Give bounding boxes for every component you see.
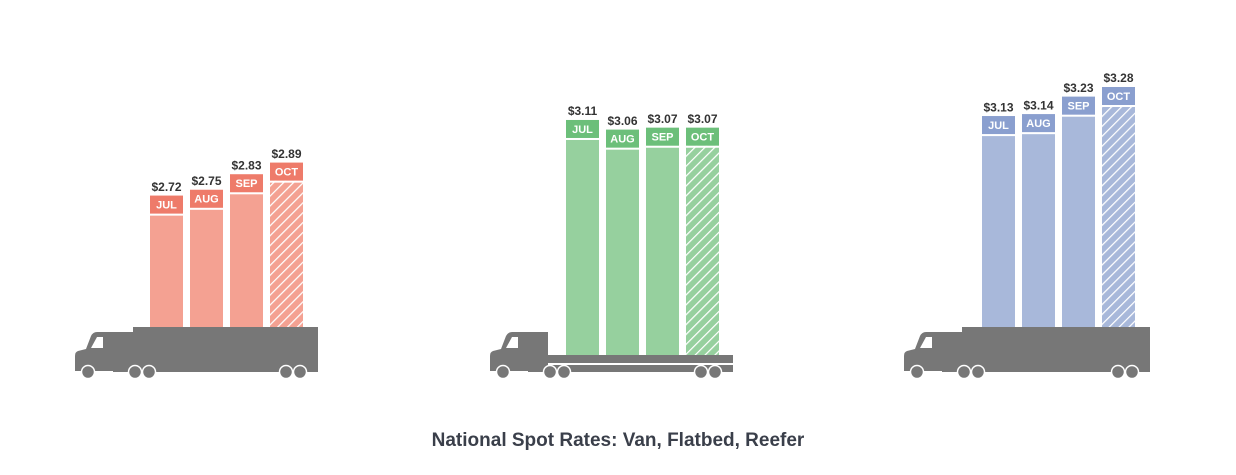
truck-wheel [80,364,96,380]
value-label: $2.72 [151,180,181,194]
month-label-box [982,116,1015,135]
truck-wheel [909,364,925,380]
bar [190,189,223,327]
truck-chassis [528,365,733,372]
truck-wheel [970,364,986,380]
month-label-box [270,162,303,181]
month-label-box [686,127,719,146]
label-divider [230,192,263,195]
month-label: OCT [1107,91,1131,103]
label-divider [1062,114,1095,117]
month-label-box [1022,114,1055,133]
truck-deck [548,355,733,363]
truck-wheel [693,364,709,380]
label-divider [1022,132,1055,135]
truck-wheel [141,364,157,380]
value-label: $2.89 [271,147,301,161]
month-label: JUL [156,200,177,212]
label-divider [686,145,719,148]
value-label: $2.75 [191,174,221,188]
bar [982,116,1015,327]
month-label-box [606,129,639,148]
truck-window [91,337,103,348]
truck-wheel [1124,364,1140,380]
label-divider [566,137,599,140]
month-label: JUL [572,124,593,136]
truck-wheel [292,364,308,380]
title: National Spot Rates: Van, Flatbed, Reefe… [432,430,805,451]
bar [150,195,183,327]
truck-wheel [127,364,143,380]
truck-wheel [707,364,723,380]
value-label: $3.13 [983,100,1013,114]
truck-window [920,337,932,348]
bar-hatch [1102,105,1135,327]
truck-trailer [133,327,318,367]
truck-cab [75,332,133,371]
month-label: OCT [691,132,715,144]
bar-hatch [270,180,303,327]
value-label: $3.07 [647,112,677,126]
truck-window [506,337,518,348]
truck-wheel [278,364,294,380]
month-label-box [1062,96,1095,115]
bar [646,127,679,356]
month-label-box [646,127,679,146]
month-label: AUG [194,194,218,206]
truck-wheel [495,364,511,380]
label-divider [982,134,1015,137]
month-label: AUG [610,134,634,146]
month-label: OCT [275,167,299,179]
month-label-box [150,195,183,214]
label-divider [270,180,303,183]
month-label-box [230,174,263,193]
value-label: $3.28 [1103,71,1133,85]
value-label: $3.23 [1063,81,1093,95]
month-label: JUL [988,120,1009,132]
month-label: SEP [1067,101,1089,113]
value-label: $3.14 [1023,98,1053,112]
truck-chassis [113,365,318,372]
bar-hatch [686,145,719,355]
value-label: $3.07 [687,112,717,126]
month-label-box [1102,87,1135,105]
value-label: $3.06 [607,114,637,128]
truck-chassis [942,365,1150,372]
bar [606,129,639,355]
month-label: SEP [235,178,257,190]
truck-cab [490,332,548,371]
label-divider [150,213,183,216]
label-divider [190,207,223,210]
label-divider [1102,105,1135,107]
label-divider [606,147,639,150]
truck-wheel [542,364,558,380]
bar [566,119,599,355]
month-label-box [190,189,223,208]
label-divider [646,145,679,148]
truck-wheel [1110,364,1126,380]
month-label-box [566,119,599,138]
truck-trailer [962,327,1150,367]
value-label: $3.11 [568,104,598,118]
month-label: SEP [651,132,673,144]
bar [1062,96,1095,327]
truck-cab [904,332,962,371]
month-label: AUG [1026,118,1050,130]
truck-wheel [956,364,972,380]
bar [1022,114,1055,327]
value-label: $2.83 [231,158,261,172]
truck-wheel [556,364,572,380]
bar [230,174,263,327]
